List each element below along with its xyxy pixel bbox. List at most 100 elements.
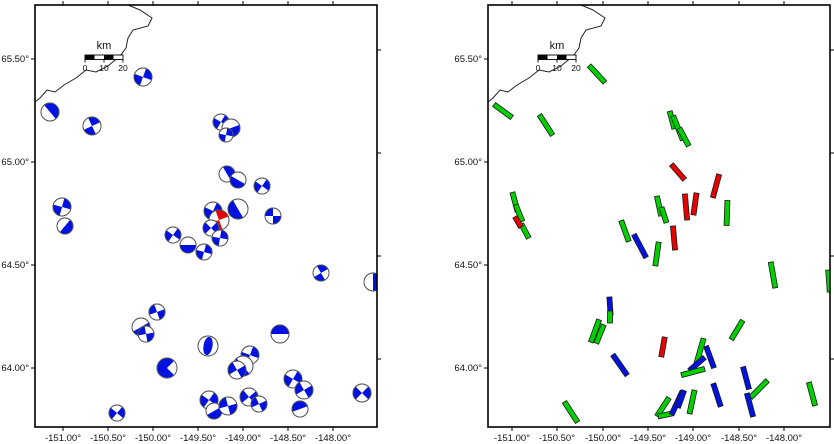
map-frame bbox=[34, 4, 378, 428]
beachball bbox=[164, 226, 182, 244]
orientation-bar-green bbox=[728, 318, 746, 342]
x-axis-label: -150.50° bbox=[90, 433, 126, 444]
orientation-bar-blue bbox=[675, 389, 687, 409]
y-axis-label: 64.00° bbox=[454, 363, 482, 374]
focal-mechanism-map: -151.00° -150.50° -150.00° -149.50° -149.00°… bbox=[1, 1, 381, 444]
fault-orientation-map: -151.00° -150.50° -150.00° -149.50° -149.00°… bbox=[454, 1, 834, 444]
beachball bbox=[294, 380, 314, 400]
orientation-bar-green bbox=[512, 203, 526, 223]
orientation-bar-green bbox=[586, 63, 608, 85]
orientation-bar-red bbox=[681, 193, 691, 221]
orientation-bar-green bbox=[618, 219, 632, 243]
beachball bbox=[227, 198, 249, 220]
orientation-bar-green bbox=[748, 378, 770, 400]
beachball bbox=[229, 171, 247, 189]
orientation-bar-green bbox=[658, 206, 670, 224]
y-axis-label: 64.50° bbox=[454, 260, 482, 271]
scale-bar-number: 20 bbox=[118, 63, 128, 73]
y-axis-label: 65.00° bbox=[454, 157, 482, 168]
orientation-bar-green bbox=[652, 241, 662, 267]
orientation-bar-green bbox=[492, 101, 514, 121]
orientation-bar-red bbox=[512, 215, 524, 229]
coastline bbox=[35, 5, 153, 103]
scale-bar-unit-label: km bbox=[550, 40, 565, 52]
x-axis-label: -149.50° bbox=[180, 433, 216, 444]
orientation-bar-red bbox=[658, 336, 668, 358]
beachball bbox=[227, 360, 247, 380]
x-axis-label: -150.00° bbox=[135, 433, 171, 444]
beachball bbox=[211, 229, 229, 247]
x-axis-label: -148.50° bbox=[721, 433, 757, 444]
scale-bar-unit-label: km bbox=[97, 40, 112, 52]
orientation-bar-blue bbox=[610, 352, 630, 378]
x-axis-label: -149.00° bbox=[225, 433, 261, 444]
scale-bar-number: 0 bbox=[536, 63, 541, 73]
beachball bbox=[195, 243, 213, 261]
beachball bbox=[218, 396, 238, 416]
scale-bar-number: 10 bbox=[552, 63, 562, 73]
orientation-bar-red bbox=[690, 192, 700, 216]
beachball bbox=[250, 395, 268, 413]
orientation-bar-blue bbox=[743, 392, 757, 418]
x-axis-label: -150.50° bbox=[539, 433, 575, 444]
x-axis-label: -151.00° bbox=[45, 433, 81, 444]
x-axis-label: -150.00° bbox=[585, 433, 621, 444]
map-frame bbox=[487, 4, 831, 428]
beachball bbox=[108, 404, 126, 422]
beachball bbox=[205, 402, 223, 420]
scale-bar-number: 10 bbox=[99, 63, 109, 73]
orientation-bar-green bbox=[723, 200, 731, 226]
orientation-bar-red bbox=[709, 173, 723, 199]
x-axis-label: -148.00° bbox=[315, 433, 351, 444]
beachball bbox=[133, 67, 153, 87]
orientation-bar-green bbox=[593, 323, 607, 345]
x-axis-label: -149.50° bbox=[630, 433, 666, 444]
beachball bbox=[179, 236, 197, 254]
beachball bbox=[291, 400, 309, 418]
orientation-bar-blue bbox=[703, 344, 717, 370]
beachball bbox=[363, 272, 377, 292]
orientation-bar-green bbox=[825, 269, 830, 293]
beachball bbox=[56, 217, 74, 235]
scale-bar-number: 20 bbox=[571, 63, 581, 73]
focal-mechanism-map-content bbox=[35, 5, 377, 422]
beachball bbox=[148, 303, 166, 321]
coastline bbox=[488, 5, 606, 103]
beachball bbox=[218, 127, 234, 143]
y-axis-label: 65.00° bbox=[1, 157, 29, 168]
beachball bbox=[312, 264, 330, 282]
orientation-bar-green bbox=[561, 400, 581, 424]
orientation-bar-green bbox=[607, 310, 613, 324]
orientation-bar-green bbox=[536, 113, 556, 137]
orientation-bar-blue bbox=[631, 232, 649, 260]
x-axis-label: -151.00° bbox=[494, 433, 530, 444]
beachball bbox=[40, 102, 60, 122]
orientation-bar-green bbox=[680, 365, 706, 379]
orientation-bar-red bbox=[670, 225, 678, 251]
orientation-bar-red bbox=[668, 162, 688, 182]
y-axis-label: 65.50° bbox=[1, 54, 29, 65]
scale-bar: km 0 10 20 bbox=[536, 40, 581, 73]
orientation-bar-green bbox=[588, 318, 602, 344]
fault-orientation-map-content bbox=[488, 5, 830, 424]
beachball bbox=[197, 335, 219, 357]
orientation-bar-green bbox=[767, 261, 779, 289]
y-axis-label: 65.50° bbox=[454, 54, 482, 65]
scale-bar: km 0 10 20 bbox=[83, 40, 128, 73]
y-axis-label: 64.50° bbox=[1, 260, 29, 271]
orientation-bar-blue bbox=[710, 382, 724, 408]
x-axis-label: -148.50° bbox=[270, 433, 306, 444]
beachball bbox=[137, 325, 155, 343]
orientation-bar-green bbox=[654, 395, 672, 419]
scale-bar-number: 0 bbox=[83, 63, 88, 73]
orientation-bar-green bbox=[686, 389, 698, 415]
beachball bbox=[82, 116, 102, 136]
x-axis-label: -149.00° bbox=[675, 433, 711, 444]
orientation-bar-blue bbox=[740, 365, 752, 391]
beachball bbox=[52, 197, 72, 217]
beachball bbox=[253, 177, 271, 195]
beachball bbox=[264, 207, 282, 225]
y-axis-label: 64.00° bbox=[1, 363, 29, 374]
